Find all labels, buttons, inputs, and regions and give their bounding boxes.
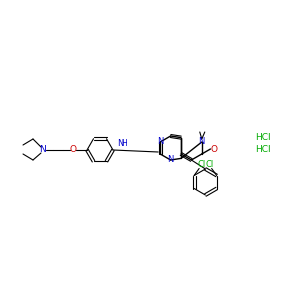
Text: HCl: HCl xyxy=(255,133,271,142)
Text: N: N xyxy=(40,146,46,154)
Text: N: N xyxy=(167,155,174,164)
Text: Cl: Cl xyxy=(197,160,205,169)
Text: HCl: HCl xyxy=(255,145,271,154)
Text: O: O xyxy=(211,145,218,154)
Text: H: H xyxy=(121,140,127,148)
Text: Cl: Cl xyxy=(206,160,214,169)
Text: N: N xyxy=(157,137,164,146)
Text: N: N xyxy=(199,137,205,146)
Text: N: N xyxy=(117,140,123,148)
Text: O: O xyxy=(70,146,76,154)
